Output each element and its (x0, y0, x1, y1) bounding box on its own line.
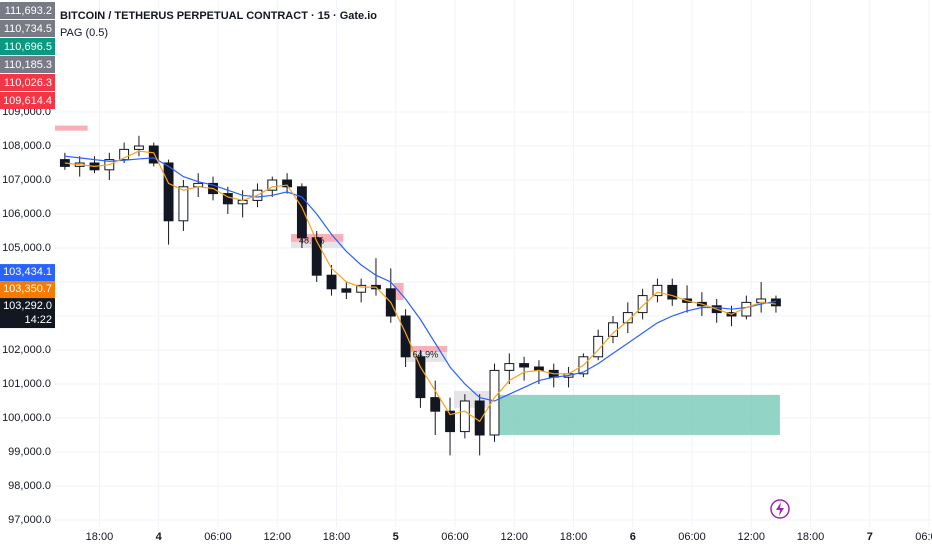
zone (406, 352, 448, 362)
candle-body (459, 400, 470, 433)
x-tick-label: 18:00 (86, 531, 114, 543)
legend-value: 110,026.3 (4, 77, 52, 89)
legend-value: 111,693.2 (5, 5, 52, 17)
candle-body (222, 193, 233, 205)
price-tag (0, 281, 55, 299)
candle-body (356, 284, 367, 293)
price-countdown: 14:22 (24, 314, 52, 326)
candle-body (119, 148, 130, 161)
legend-value: 110,734.5 (4, 23, 52, 35)
price-tag (0, 264, 55, 282)
candle-body (652, 284, 663, 297)
x-tick-label: 06:00 (678, 531, 706, 543)
candle-body (148, 145, 159, 164)
legend-value-box (0, 2, 55, 19)
price-tag (0, 298, 55, 329)
chart-title: BITCOIN / TETHERUS PERPETUAL CONTRACT · … (60, 10, 377, 22)
zone (493, 394, 780, 435)
x-tick-label: 18:00 (560, 531, 588, 543)
candle-body (519, 363, 530, 368)
legend-value-box (0, 20, 55, 37)
legend-value-box (0, 74, 55, 91)
x-tick-label: 12:00 (263, 531, 291, 543)
candle-body (474, 400, 485, 436)
x-tick-label: 18:00 (797, 531, 825, 543)
y-tick-label: 99,000.0 (8, 446, 51, 458)
price-tag-label: 103,434.1 (3, 266, 52, 278)
y-tick-label: 108,000.0 (2, 140, 51, 152)
legend-value-box (0, 92, 55, 109)
x-tick-label: 7 (867, 531, 873, 543)
candle-body (163, 162, 174, 222)
x-tick-label: 12:00 (738, 531, 766, 543)
legend-value-box (0, 38, 55, 55)
candle-body (622, 312, 633, 324)
candle-body (593, 335, 604, 358)
legend-value: 110,185.3 (4, 59, 52, 71)
moving-average (64, 155, 777, 402)
y-tick-label: 102,000.0 (2, 344, 51, 356)
candle-body (415, 356, 426, 399)
moving-average (64, 150, 777, 423)
annotation: 64.9% (413, 349, 439, 359)
candle-body (341, 288, 352, 293)
candle-body (445, 410, 455, 433)
x-tick-label: 06:00 (915, 531, 932, 543)
legend-value: 110,696.5 (4, 41, 52, 53)
x-tick-label: 06:00 (204, 531, 232, 543)
y-tick-label: 101,000.0 (2, 378, 51, 390)
x-tick-label: 18:00 (323, 531, 351, 543)
candle-body (608, 322, 618, 337)
legend-value-box (0, 56, 55, 73)
alert-icon[interactable] (770, 499, 790, 519)
y-tick-label: 107,000.0 (2, 174, 51, 186)
x-tick-label: 5 (393, 531, 399, 543)
candle-body (504, 363, 515, 371)
x-tick-label: 6 (630, 531, 636, 543)
candle-body (282, 179, 293, 188)
zone (406, 345, 448, 353)
indicator-name: PAG (0.5) (60, 27, 108, 39)
y-tick-label: 100,000.0 (2, 412, 51, 424)
x-tick-label: 12:00 (500, 531, 528, 543)
legend-value: 109,614.4 (3, 95, 52, 107)
zone (55, 125, 88, 131)
candle-body (267, 179, 278, 191)
candle-body (134, 145, 144, 150)
candle-body (311, 237, 322, 276)
candle-body (326, 274, 337, 290)
candle-body (296, 186, 307, 239)
y-tick-label: 98,000.0 (8, 480, 51, 492)
y-tick-label: 97,000.0 (8, 514, 51, 526)
price-tag-label: 103,350.7 (3, 283, 52, 295)
candle-body (400, 315, 411, 358)
candle-body (489, 369, 500, 436)
annotation: 48.1% (299, 236, 325, 246)
candle-body (667, 284, 678, 300)
x-tick-label: 4 (156, 531, 163, 543)
candle-body (178, 186, 189, 222)
candle-body (637, 295, 648, 314)
price-tag-label: 103,292.0 (3, 300, 52, 312)
y-tick-label: 105,000.0 (2, 242, 51, 254)
y-tick-label: 106,000.0 (2, 208, 51, 220)
x-tick-label: 06:00 (441, 531, 469, 543)
candle-body (430, 397, 441, 412)
